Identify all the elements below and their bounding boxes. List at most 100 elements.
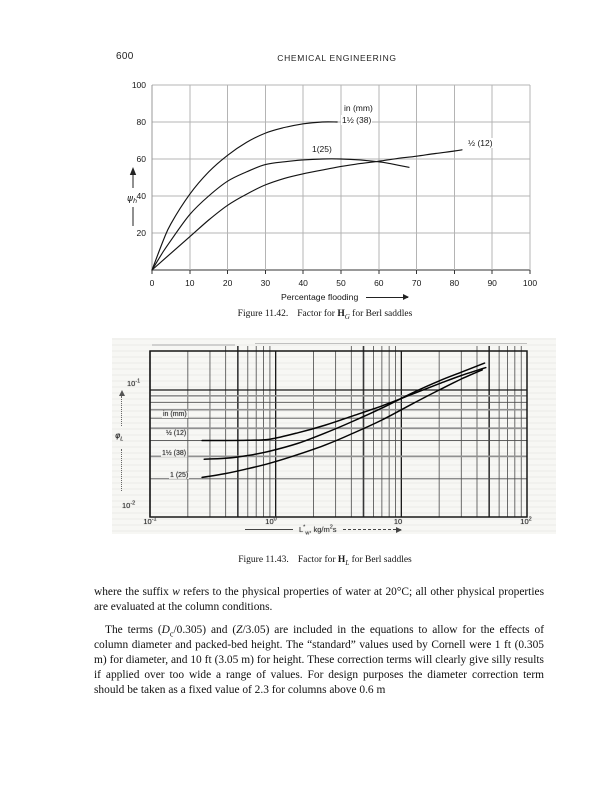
series-curve-1 <box>151 158 410 271</box>
xtick-base: 10 <box>393 517 403 526</box>
fig1142-caption-symbol-sub: G <box>344 312 350 321</box>
fig1143-yaxis-label: φL <box>115 431 124 443</box>
fig1142-caption: Figure 11.42. Factor for HG for Berl sadd… <box>0 309 612 321</box>
fig1143-series-label-12: ½ (12) <box>165 430 188 437</box>
xtick-label: 70 <box>412 278 422 288</box>
p2-sub-c: c <box>169 629 174 639</box>
fig1143-series-label-25: 1 (25) <box>169 472 190 479</box>
up-arrow-icon <box>129 167 137 175</box>
p2-text: /0.305) and ( <box>173 624 237 636</box>
paragraph-2: The terms (Dc/0.305) and (Z/3.05) are in… <box>94 623 544 698</box>
xtick-label: 20 <box>223 278 233 288</box>
fig1142-series-label-38: 1½ (38) <box>341 115 373 125</box>
p1-italic-w: w <box>172 586 180 598</box>
plot-border <box>149 350 528 518</box>
ytick-label: 40 <box>137 191 147 201</box>
yaxis-label-sub: h <box>133 197 137 205</box>
fig1143-caption-symbol: H <box>337 555 346 565</box>
fig1143-caption: Figure 11.43. Factor for HL for Berl sadd… <box>0 555 612 567</box>
fig1142-caption-post: for Berl saddles <box>349 309 413 319</box>
ytick-exp: -2 <box>130 500 136 507</box>
fig1143-caption-symbol-sub: L <box>345 558 350 567</box>
ytick-label: 60 <box>137 154 147 164</box>
xtick-label: 30 <box>261 278 271 288</box>
phi-symbol: φ <box>115 431 121 440</box>
xtick-exp: -1 <box>151 516 157 523</box>
fig1142-unit-note: in (mm) <box>343 103 374 113</box>
fig1142-caption-pre: Factor for <box>297 309 338 319</box>
xtick-exp: 2 <box>528 516 532 523</box>
fig1143-xaxis-symbol: L*w, kg/m2s <box>299 524 337 537</box>
figure-1142-chart: 0 10 20 30 40 50 60 70 80 90 100 20 40 60 80 100 ψh <box>127 80 537 288</box>
fig1143-ytick-bottom: 10-2 <box>122 501 135 510</box>
yaxis-arrow-stem <box>121 449 122 491</box>
xtick-label: 90 <box>487 278 497 288</box>
fig1143-xtick-1: 100 <box>256 517 286 526</box>
units-a: , kg/m <box>309 525 330 534</box>
grid <box>151 84 531 274</box>
units-sup: 2 <box>329 524 333 531</box>
fig1143-series-label-38: 1½ (38) <box>161 450 188 457</box>
p2-text: /3.05) are included in the equations to … <box>94 624 544 696</box>
series-curve-2 <box>201 369 483 479</box>
fig1143-unit-note: in (mm) <box>162 411 188 418</box>
p2-text: The terms ( <box>105 624 162 636</box>
fig1142-yaxis-label: ψh <box>127 194 137 205</box>
yaxis-arrow-stem <box>121 396 122 426</box>
series-curve-1 <box>203 362 486 460</box>
paragraph-1: where the suffix w refers to the physica… <box>94 585 544 615</box>
ytick-label: 20 <box>137 228 147 238</box>
fig1142-caption-symbol: H <box>337 309 345 319</box>
p1-text: where the suffix <box>94 586 173 598</box>
fig1143-xtick-2: 10 <box>383 517 413 526</box>
fig1143-ytick-top: 10-1 <box>127 379 140 388</box>
fig1143-caption-post: for Berl saddles <box>349 555 412 565</box>
running-head: CHEMICAL ENGINEERING <box>277 53 397 63</box>
xtick-label: 100 <box>523 278 537 288</box>
fig1142-series-label-12: ½ (12) <box>467 138 494 148</box>
ytick-label: 100 <box>132 80 146 90</box>
xtick-label: 40 <box>298 278 308 288</box>
axis-line-segment <box>245 529 293 530</box>
series-curve-0 <box>201 366 487 442</box>
right-arrow-icon <box>366 294 410 300</box>
fig1143-xtick-0: 10-1 <box>135 517 165 526</box>
fig1143-caption-pre: Factor for <box>297 555 338 565</box>
L-sub: w <box>305 530 310 537</box>
phi-sub: L <box>120 436 124 443</box>
right-arrow-icon <box>342 526 402 533</box>
L-sup: * <box>303 524 306 531</box>
xtick-label: 60 <box>374 278 384 288</box>
xtick-label: 80 <box>450 278 460 288</box>
xtick-base: 10 <box>520 517 529 526</box>
xtick-label: 50 <box>336 278 346 288</box>
ytick-base: 10 <box>127 379 136 388</box>
up-arrow-icon <box>118 390 125 396</box>
p2-italic-D: D <box>161 624 170 636</box>
xtick-exp: 0 <box>273 516 277 523</box>
xtick-base: 10 <box>143 517 152 526</box>
L-symbol: L <box>299 525 304 534</box>
ytick-base: 10 <box>122 501 131 510</box>
series-curve-2 <box>151 149 463 271</box>
grid <box>149 343 527 517</box>
xtick-label: 0 <box>150 278 155 288</box>
fig1142-caption-label: Figure 11.42. <box>237 309 289 319</box>
fig1142-xaxis-label: Percentage flooding <box>281 292 410 302</box>
units-b: s <box>332 525 337 534</box>
fig1142-series-label-25: 1(25) <box>311 144 333 154</box>
ytick-label: 80 <box>137 117 147 127</box>
fig1142-xaxis-label-text: Percentage flooding <box>281 292 359 302</box>
fig1143-xtick-3: 102 <box>511 517 541 526</box>
xtick-base: 10 <box>265 517 274 526</box>
fig1143-caption-label: Figure 11.43. <box>238 555 289 565</box>
body-text: where the suffix w refers to the physica… <box>94 585 544 698</box>
figure-1143-chart <box>149 343 528 518</box>
ytick-exp: -1 <box>135 378 141 385</box>
page-number: 600 <box>116 51 134 62</box>
fig1143-xaxis-label: L*w, kg/m2s <box>245 524 402 537</box>
p1-text: refers to the physical properties of wat… <box>94 586 544 613</box>
xtick-label: 10 <box>185 278 195 288</box>
p2-italic-Z: Z <box>236 624 243 636</box>
